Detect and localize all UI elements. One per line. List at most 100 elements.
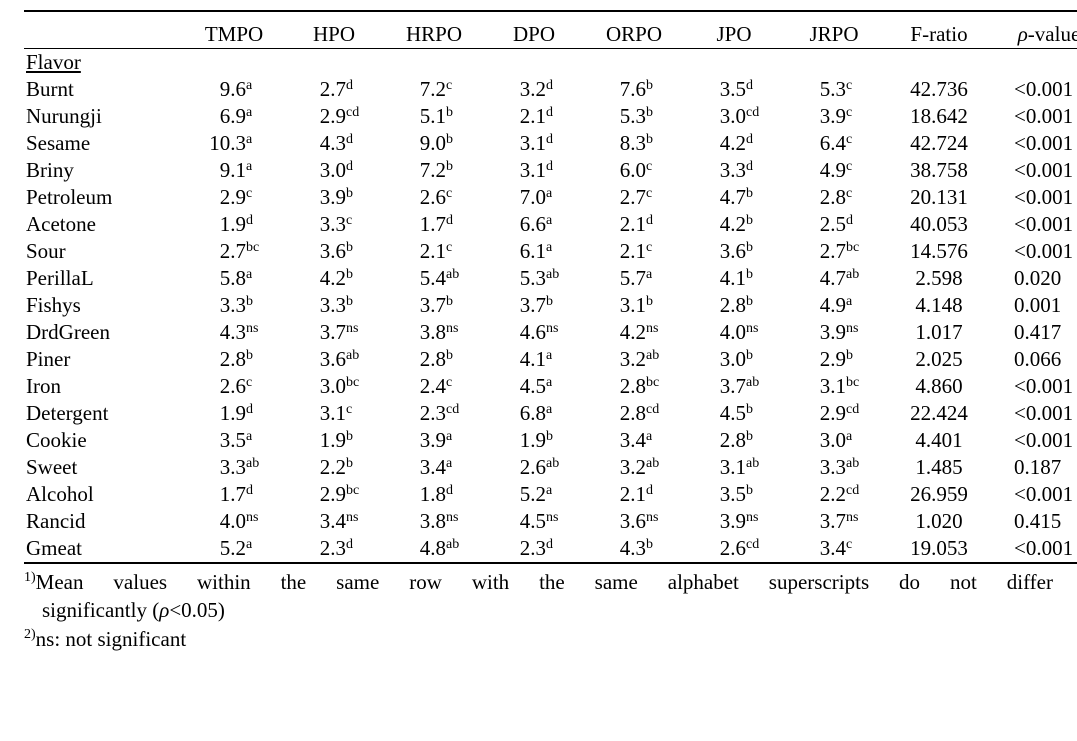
cell-superscript: b [446,293,468,318]
data-cell: 3.3b [284,292,384,319]
data-cell: 6.4c [784,130,884,157]
cell-value: 3.0 [700,347,746,372]
cell-value: 2.7 [300,77,346,102]
cell-value: 3.8 [400,509,446,534]
cell-superscript: a [246,131,268,156]
p-value-cell: <0.001 [994,481,1077,508]
cell-value: 4.5 [500,374,546,399]
cell-value: 9.1 [200,158,246,183]
cell-value: 5.4 [400,266,446,291]
data-cell: 2.6c [384,184,484,211]
cell-superscript: b [746,212,768,237]
data-cell: 2.6ab [484,454,584,481]
f-ratio-cell: 4.860 [884,373,994,400]
cell-value: 3.1 [500,158,546,183]
data-cell: 2.8cd [584,400,684,427]
f-ratio-cell: 1.020 [884,508,994,535]
cell-superscript: a [846,293,868,318]
cell-superscript: d [846,212,868,237]
cell-value: 3.0 [800,428,846,453]
cell-superscript: c [446,185,468,210]
cell-value: 4.1 [700,266,746,291]
cell-superscript: d [446,482,468,507]
data-cell: 2.9cd [784,400,884,427]
cell-superscript: a [246,266,268,291]
cell-value: 2.8 [400,347,446,372]
cell-superscript: ab [846,455,868,480]
cell-superscript: ab [746,374,768,399]
rho-glyph: ρ [1018,22,1028,46]
cell-superscript: b [246,347,268,372]
data-cell: 7.0a [484,184,584,211]
data-cell: 3.4c [784,535,884,563]
cell-superscript: b [746,239,768,264]
data-cell: 2.7bc [184,238,284,265]
row-label: Sesame [24,130,184,157]
data-cell: 3.1d [484,130,584,157]
cell-value: 2.6 [500,455,546,480]
cell-value: 6.9 [200,104,246,129]
row-label: Sweet [24,454,184,481]
data-cell: 6.1a [484,238,584,265]
row-label: Burnt [24,76,184,103]
cell-superscript: a [546,347,568,372]
cell-superscript: ns [446,509,468,534]
cell-superscript: d [246,482,268,507]
table-body: Flavor Burnt9.6a2.7d7.2c3.2d7.6b3.5d5.3c… [24,49,1077,564]
row-label: Briny [24,157,184,184]
data-cell: 2.9c [184,184,284,211]
cell-superscript: b [246,293,268,318]
section-label: Flavor [24,49,1077,77]
data-cell: 4.3b [584,535,684,563]
data-cell: 1.9d [184,400,284,427]
data-cell: 9.0b [384,130,484,157]
cell-value: 3.4 [300,509,346,534]
cell-value: 1.8 [400,482,446,507]
data-cell: 1.9d [184,211,284,238]
cell-superscript: c [346,401,368,426]
f-ratio-cell: 42.724 [884,130,994,157]
cell-superscript: a [446,455,468,480]
cell-value: 2.3 [400,401,446,426]
cell-value: 4.2 [300,266,346,291]
cell-superscript: b [646,77,668,102]
data-cell: 5.2a [484,481,584,508]
cell-value: 3.3 [300,293,346,318]
table-row: Rancid4.0ns3.4ns3.8ns4.5ns3.6ns3.9ns3.7n… [24,508,1077,535]
cell-superscript: ab [546,266,568,291]
data-cell: 1.7d [184,481,284,508]
data-cell: 10.3a [184,130,284,157]
table-header-row: TMPO HPO HRPO DPO ORPO JPO JRPO F-ratio … [24,11,1077,49]
cell-value: 3.7 [500,293,546,318]
cell-superscript: b [646,104,668,129]
data-cell: 9.1a [184,157,284,184]
cell-value: 3.7 [700,374,746,399]
data-cell: 3.7ns [284,319,384,346]
row-label: Alcohol [24,481,184,508]
data-cell: 1.8d [384,481,484,508]
footnote-1-line1: 1)Mean values within the same row with t… [24,568,1053,596]
cell-value: 3.7 [400,293,446,318]
data-cell: 3.9b [284,184,384,211]
f-ratio-cell: 1.017 [884,319,994,346]
cell-value: 4.7 [700,185,746,210]
cell-superscript: b [346,428,368,453]
cell-superscript: c [446,239,468,264]
cell-value: 3.4 [400,455,446,480]
table-row: Iron2.6c3.0bc2.4c4.5a2.8bc3.7ab3.1bc4.86… [24,373,1077,400]
cell-value: 4.9 [800,158,846,183]
cell-value: 1.9 [500,428,546,453]
cell-value: 2.8 [700,428,746,453]
f-ratio-cell: 14.576 [884,238,994,265]
cell-value: 2.9 [800,347,846,372]
data-cell: 2.7c [584,184,684,211]
row-label: Gmeat [24,535,184,563]
data-cell: 2.7d [284,76,384,103]
table-row: Sweet3.3ab2.2b3.4a2.6ab3.2ab3.1ab3.3ab1.… [24,454,1077,481]
cell-superscript: d [246,401,268,426]
data-cell: 3.1c [284,400,384,427]
cell-superscript: ns [346,320,368,345]
cell-value: 4.3 [200,320,246,345]
cell-value: 4.6 [500,320,546,345]
data-cell: 5.3b [584,103,684,130]
